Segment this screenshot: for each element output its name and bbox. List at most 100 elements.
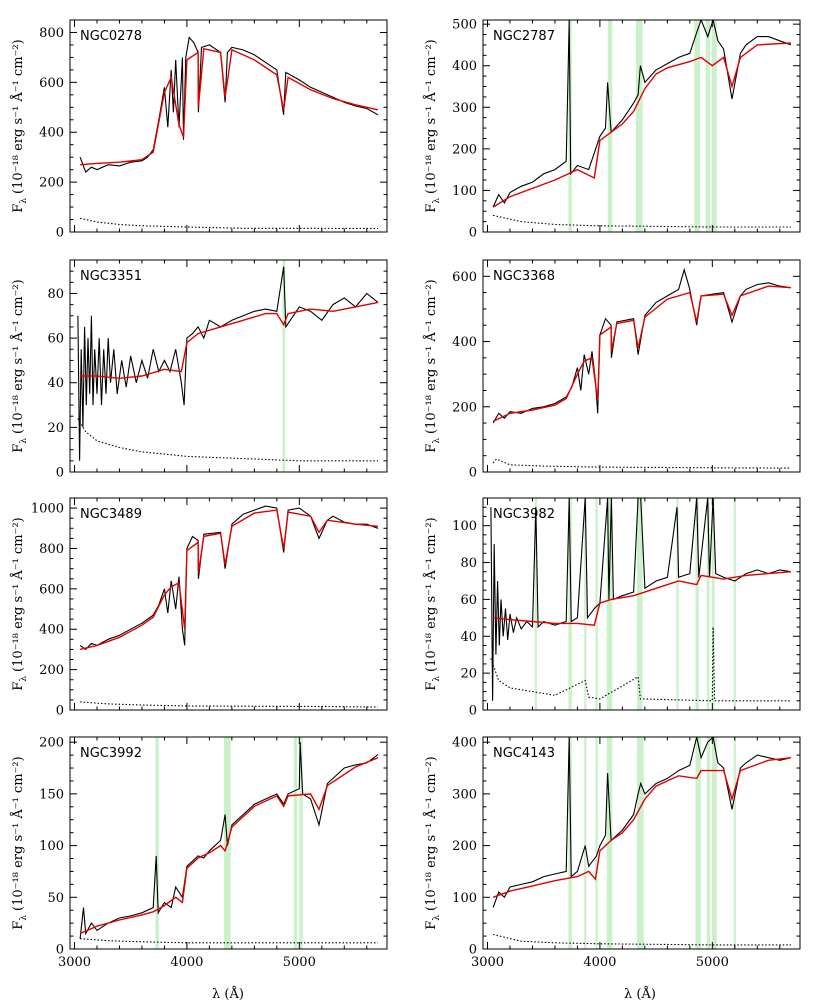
y-axis-label: Fλ(10⁻¹⁸ erg s⁻¹ Å⁻¹ cm⁻²): [10, 279, 29, 452]
y-axis-label: Fλ(10⁻¹⁸ erg s⁻¹ Å⁻¹ cm⁻²): [10, 39, 29, 212]
observed-spectrum: [77, 266, 379, 461]
y-tick-label: 0: [469, 466, 477, 481]
y-tick-label: 200: [452, 400, 477, 415]
plot-area: [79, 36, 379, 230]
masked-region: [637, 737, 644, 949]
noise-spectrum: [79, 217, 379, 230]
observed-spectrum: [79, 505, 379, 651]
plot-area: [492, 20, 792, 232]
model-spectrum: [80, 47, 379, 166]
model-spectrum: [79, 757, 379, 935]
panel-ngc3351: 0 20 40 60 80 NGC3351 Fλ(10⁻¹⁸ erg s⁻¹ Å⁻¹ cm⁻…: [10, 259, 388, 481]
y-tick-label: 80: [460, 556, 477, 571]
masked-region: [534, 498, 537, 710]
panel-frame: [482, 259, 801, 473]
y-tick-label: 300: [452, 787, 477, 802]
masked-region: [637, 498, 643, 710]
panel-frame: [69, 497, 388, 711]
masked-region: [711, 737, 717, 949]
y-tick-label: 0: [56, 704, 64, 719]
masked-region: [607, 20, 613, 232]
y-tick-label: 0: [469, 943, 477, 958]
y-axis-label: Fλ(10⁻¹⁸ erg s⁻¹ Å⁻¹ cm⁻²): [10, 517, 29, 690]
plot-area: [79, 505, 379, 708]
panel-ngc2787: 0 100 200 300 400 500 NGC2787 Fλ(10⁻¹⁸ erg s⁻¹ …: [423, 18, 801, 241]
masked-region: [595, 737, 598, 949]
masked-region: [706, 737, 711, 949]
masked-region: [705, 20, 711, 232]
masked-region: [694, 20, 700, 232]
panel-frame: [69, 736, 388, 950]
x-tick-label: 4000: [583, 955, 616, 970]
y-tick-label: 1000: [31, 502, 64, 517]
y-tick-label: 40: [47, 376, 64, 391]
y-tick-label: 400: [39, 126, 64, 141]
panel-title: NGC4143: [493, 746, 555, 761]
y-tick-label: 200: [452, 839, 477, 854]
masked-region: [584, 737, 587, 949]
y-tick-label: 800: [39, 542, 64, 557]
y-axis-label: Fλ(10⁻¹⁸ erg s⁻¹ Å⁻¹ cm⁻²): [10, 756, 29, 929]
y-tick-label: 0: [469, 226, 477, 241]
y-tick-label: 80: [47, 287, 64, 302]
y-tick-label: 0: [469, 704, 477, 719]
panel-title: NGC2787: [493, 29, 555, 44]
masked-region: [293, 737, 298, 949]
masked-region: [695, 737, 702, 949]
panel-frame: [482, 736, 801, 950]
noise-spectrum: [492, 214, 791, 228]
panel-title: NGC3351: [80, 269, 142, 284]
observed-spectrum: [79, 36, 379, 174]
panel-title: NGC3368: [493, 269, 555, 284]
masked-region: [568, 498, 572, 710]
panel-frame: [69, 259, 388, 473]
y-tick-label: 600: [39, 582, 64, 597]
masked-region: [706, 498, 710, 710]
plot-area: [492, 737, 792, 949]
panel-ngc4143: 0 100 200 300 400 3000 4000 5000 NGC4143 Fλ(10⁻¹⁸…: [423, 736, 801, 970]
y-tick-label: 800: [39, 26, 64, 41]
masked-region: [299, 737, 303, 949]
x-axis-label-left: λ (Å): [212, 986, 244, 1002]
plot-area: [77, 260, 379, 472]
noise-spectrum: [80, 701, 379, 708]
model-spectrum: [492, 757, 792, 898]
masked-region: [155, 737, 159, 949]
y-tick-label: 0: [56, 943, 64, 958]
plot-area: [79, 737, 379, 949]
y-tick-label: 100: [452, 519, 477, 534]
y-tick-label: 500: [452, 18, 477, 33]
model-spectrum: [492, 42, 792, 208]
masked-region: [595, 498, 598, 710]
y-tick-label: 400: [452, 335, 477, 350]
masked-region: [606, 498, 613, 710]
masked-region: [676, 498, 679, 710]
y-tick-label: 400: [39, 623, 64, 638]
masked-region: [733, 737, 736, 949]
plot-area: [492, 267, 792, 469]
x-tick-label: 5000: [283, 955, 316, 970]
panel-title: NGC3489: [80, 507, 142, 522]
y-tick-label: 0: [56, 226, 64, 241]
y-tick-label: 100: [452, 184, 477, 199]
noise-spectrum: [492, 458, 792, 469]
y-tick-label: 400: [452, 59, 477, 74]
model-spectrum: [492, 285, 792, 423]
noise-spectrum: [77, 418, 378, 462]
masked-region: [733, 498, 736, 710]
x-tick-label: 5000: [696, 955, 729, 970]
panel-ngc0278: 0 200 400 600 800 NGC0278 Fλ(10⁻¹⁸ erg s⁻¹ Å⁻¹…: [10, 19, 388, 241]
noise-spectrum: [80, 938, 378, 944]
panel-frame: [69, 19, 388, 233]
masked-region: [695, 498, 699, 710]
y-axis-label: Fλ(10⁻¹⁸ erg s⁻¹ Å⁻¹ cm⁻²): [423, 279, 442, 452]
y-tick-label: 150: [39, 787, 64, 802]
panel-title: NGC3992: [80, 746, 142, 761]
model-spectrum: [493, 571, 792, 626]
masked-region: [635, 20, 643, 232]
y-tick-label: 40: [460, 630, 477, 645]
y-tick-label: 20: [460, 667, 477, 682]
panel-ngc3992: 0 50 100 150 200 3000 4000 5000 NGC3992 Fλ(10⁻¹⁸ …: [10, 736, 388, 970]
observed-spectrum: [79, 742, 379, 939]
model-spectrum: [80, 301, 379, 380]
